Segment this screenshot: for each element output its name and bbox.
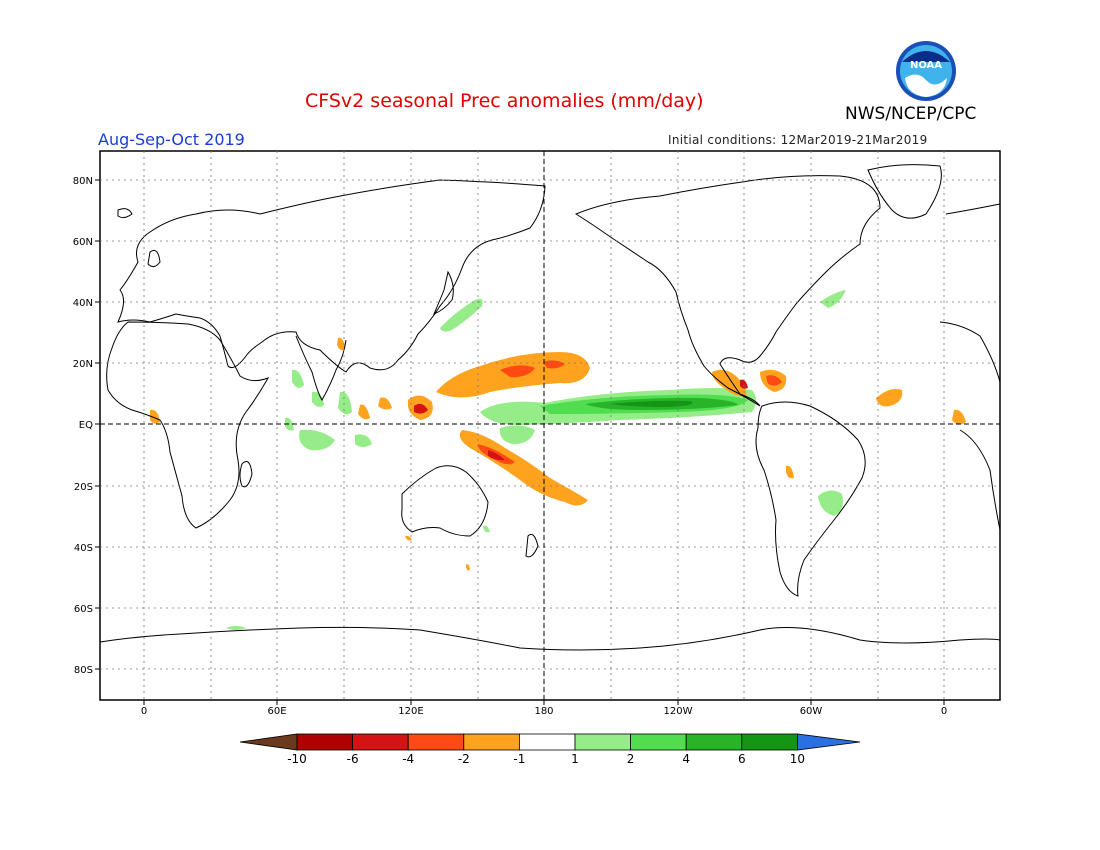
lon-label: 180 <box>534 706 553 717</box>
color-bar-label: -1 <box>513 752 525 766</box>
color-bar-segment <box>352 733 409 751</box>
color-bar-label: -2 <box>458 752 470 766</box>
color-bar-label: -6 <box>347 752 359 766</box>
coastline-eurasia <box>117 179 546 373</box>
color-bar-label: 1 <box>571 752 579 766</box>
color-bar-segment <box>463 733 520 751</box>
lat-label: 20S <box>74 482 93 493</box>
lat-label: 40S <box>74 543 93 554</box>
color-bar <box>239 733 861 751</box>
lat-label: EQ <box>79 420 93 431</box>
lat-label: 80N <box>73 176 93 187</box>
color-bar-label: 4 <box>682 752 690 766</box>
color-bar-label: 10 <box>790 752 805 766</box>
wet-anomaly-south-america <box>818 490 843 516</box>
agency-label: NWS/NCEP/CPC <box>845 104 977 124</box>
coastline-africa <box>106 321 270 529</box>
lat-label: 20N <box>73 359 93 370</box>
coastline-antarctica <box>99 626 1001 651</box>
coastlines <box>99 164 1001 651</box>
lon-label: 120W <box>664 706 693 717</box>
anomaly-shading <box>150 290 966 630</box>
coastline-north-america <box>574 175 881 407</box>
color-bar-segment <box>407 733 465 751</box>
latitude-labels: 80N 60N 40N 20N EQ 20S 40S 60S 80S <box>73 176 100 676</box>
color-bar-segment <box>296 733 353 751</box>
lon-label: 120E <box>398 706 423 717</box>
color-bar-segment <box>519 733 576 751</box>
color-bar-segment <box>741 733 798 751</box>
dry-anomaly-caribbean <box>712 369 747 397</box>
color-bar-segment <box>630 733 687 751</box>
color-bar-label: 2 <box>627 752 635 766</box>
lat-label: 40N <box>73 298 93 309</box>
lat-label: 80S <box>74 665 93 676</box>
color-bar-labels: -10 -6 -4 -2 -1 1 2 4 6 10 <box>287 752 805 766</box>
color-bar-arrow-low <box>239 733 298 751</box>
graticule <box>100 151 1000 700</box>
coastline-australia <box>401 465 489 537</box>
lat-label: 60S <box>74 604 93 615</box>
color-bar-label: 6 <box>738 752 746 766</box>
coastline-south-america <box>755 401 866 597</box>
color-bar-segment <box>574 733 631 751</box>
color-bar-label: -4 <box>402 752 414 766</box>
longitude-labels: 0 60E 120E 180 120W 60W 0 <box>141 700 947 717</box>
svg-text:NOAA: NOAA <box>910 60 942 71</box>
initial-conditions-label: Initial conditions: 12Mar2019-21Mar2019 <box>668 133 928 147</box>
lon-label: 0 <box>141 706 147 717</box>
map-frame <box>99 150 1001 701</box>
lon-label: 60W <box>800 706 823 717</box>
color-bar-segment <box>685 733 743 751</box>
season-label: Aug-Sep-Oct 2019 <box>98 130 245 149</box>
lon-label: 60E <box>267 706 286 717</box>
lat-label: 60N <box>73 237 93 248</box>
lon-label: 0 <box>941 706 947 717</box>
color-bar-arrow-high <box>797 733 861 751</box>
color-bar-label: -10 <box>287 752 307 766</box>
noaa-logo: NOAA <box>896 41 956 101</box>
